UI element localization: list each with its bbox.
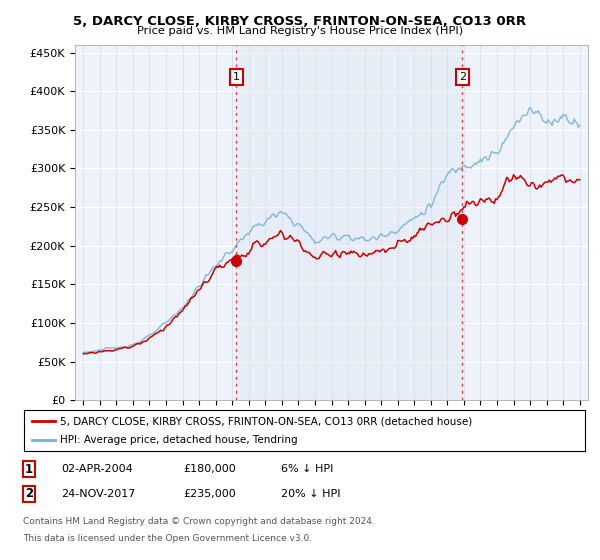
Text: 5, DARCY CLOSE, KIRBY CROSS, FRINTON-ON-SEA, CO13 0RR (detached house): 5, DARCY CLOSE, KIRBY CROSS, FRINTON-ON-… (61, 417, 473, 426)
Text: 6% ↓ HPI: 6% ↓ HPI (281, 464, 333, 474)
Text: £180,000: £180,000 (183, 464, 236, 474)
Text: 20% ↓ HPI: 20% ↓ HPI (281, 489, 340, 499)
Text: 1: 1 (233, 72, 240, 82)
Text: 2: 2 (458, 72, 466, 82)
Text: This data is licensed under the Open Government Licence v3.0.: This data is licensed under the Open Gov… (23, 534, 312, 543)
Text: HPI: Average price, detached house, Tendring: HPI: Average price, detached house, Tend… (61, 435, 298, 445)
Bar (236, 45, 462, 400)
Text: 2: 2 (25, 487, 33, 501)
Text: Contains HM Land Registry data © Crown copyright and database right 2024.: Contains HM Land Registry data © Crown c… (23, 517, 374, 526)
Text: 5, DARCY CLOSE, KIRBY CROSS, FRINTON-ON-SEA, CO13 0RR: 5, DARCY CLOSE, KIRBY CROSS, FRINTON-ON-… (73, 15, 527, 28)
Text: £235,000: £235,000 (183, 489, 236, 499)
Text: Price paid vs. HM Land Registry's House Price Index (HPI): Price paid vs. HM Land Registry's House … (137, 26, 463, 36)
Text: 24-NOV-2017: 24-NOV-2017 (61, 489, 136, 499)
Text: 1: 1 (25, 463, 33, 476)
Text: 02-APR-2004: 02-APR-2004 (61, 464, 133, 474)
